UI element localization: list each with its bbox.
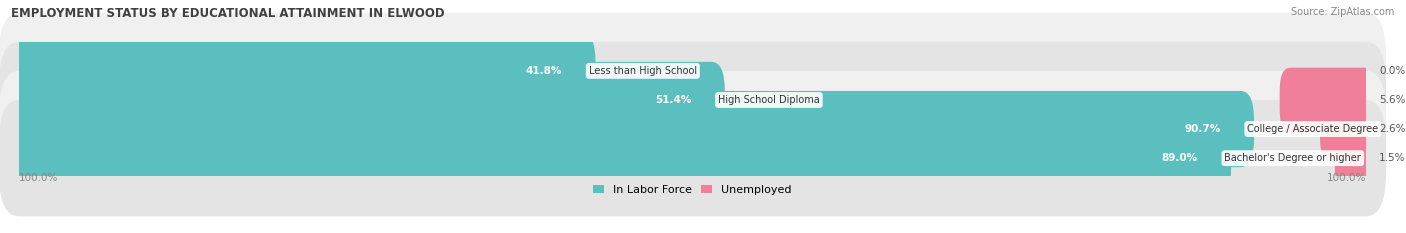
FancyBboxPatch shape: [6, 91, 1254, 167]
Text: 0.0%: 0.0%: [1379, 66, 1406, 76]
Text: High School Diploma: High School Diploma: [718, 95, 820, 105]
Text: College / Associate Degree: College / Associate Degree: [1247, 124, 1378, 134]
FancyBboxPatch shape: [1320, 97, 1376, 161]
Text: 1.5%: 1.5%: [1379, 153, 1406, 163]
Text: 2.6%: 2.6%: [1379, 124, 1406, 134]
Legend: In Labor Force, Unemployed: In Labor Force, Unemployed: [589, 181, 796, 199]
FancyBboxPatch shape: [0, 42, 1386, 158]
FancyBboxPatch shape: [6, 33, 596, 109]
Text: EMPLOYMENT STATUS BY EDUCATIONAL ATTAINMENT IN ELWOOD: EMPLOYMENT STATUS BY EDUCATIONAL ATTAINM…: [11, 7, 444, 20]
FancyBboxPatch shape: [6, 120, 1232, 196]
Text: 90.7%: 90.7%: [1184, 124, 1220, 134]
Text: 5.6%: 5.6%: [1379, 95, 1406, 105]
FancyBboxPatch shape: [0, 100, 1386, 216]
FancyBboxPatch shape: [0, 13, 1386, 129]
Text: 41.8%: 41.8%: [526, 66, 562, 76]
Text: Bachelor's Degree or higher: Bachelor's Degree or higher: [1225, 153, 1361, 163]
Text: 100.0%: 100.0%: [20, 173, 59, 183]
Text: 89.0%: 89.0%: [1161, 153, 1198, 163]
FancyBboxPatch shape: [6, 62, 725, 138]
FancyBboxPatch shape: [1334, 126, 1376, 190]
FancyBboxPatch shape: [1279, 68, 1376, 132]
Text: Less than High School: Less than High School: [589, 66, 697, 76]
Text: 100.0%: 100.0%: [1326, 173, 1365, 183]
FancyBboxPatch shape: [0, 71, 1386, 187]
Text: Source: ZipAtlas.com: Source: ZipAtlas.com: [1291, 7, 1395, 17]
Text: 51.4%: 51.4%: [655, 95, 692, 105]
